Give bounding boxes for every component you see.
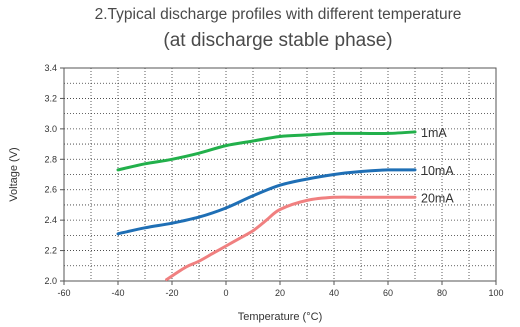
series-labels: 1mA 10mA 20mA [421,126,454,205]
y-tick-label: 3.0 [44,124,57,134]
x-tick-label: -40 [111,288,124,298]
y-axis-label: Voltage (V) [8,147,20,201]
x-tick-label: 40 [329,288,339,298]
y-tick-label: 2.4 [44,215,57,225]
chart-title: 2.Typical discharge profiles with differ… [94,6,462,23]
y-tick-label: 3.2 [44,93,57,103]
x-tick-label: 80 [437,288,447,298]
x-tick-label: 20 [275,288,285,298]
series [116,130,417,281]
y-tick-label: 2.2 [44,246,57,256]
series-label-1ma: 1mA [421,126,447,140]
y-tick-label: 3.4 [44,63,57,73]
x-tick-label: -60 [57,288,70,298]
x-tick-label: 0 [223,288,228,298]
y-axis: 2.0 2.2 2.4 2.6 2.8 3.0 3.2 3.4 [44,63,64,286]
series-label-10ma: 10mA [421,164,454,178]
y-tick-label: 2.0 [44,276,57,286]
series-line-1ma [116,130,417,172]
x-tick-label: 100 [488,288,503,298]
x-tick-label: 60 [383,288,393,298]
chart-subtitle: (at discharge stable phase) [163,30,393,51]
series-line-20ma [165,195,417,281]
x-axis: -60 -40 -20 0 20 40 60 80 100 [57,281,504,298]
y-tick-label: 2.8 [44,154,57,164]
series-line-10ma [116,168,417,236]
y-tick-label: 2.6 [44,185,57,195]
series-label-20ma: 20mA [421,191,454,205]
x-axis-label: Temperature (°C) [238,311,322,323]
x-tick-label: -20 [165,288,178,298]
